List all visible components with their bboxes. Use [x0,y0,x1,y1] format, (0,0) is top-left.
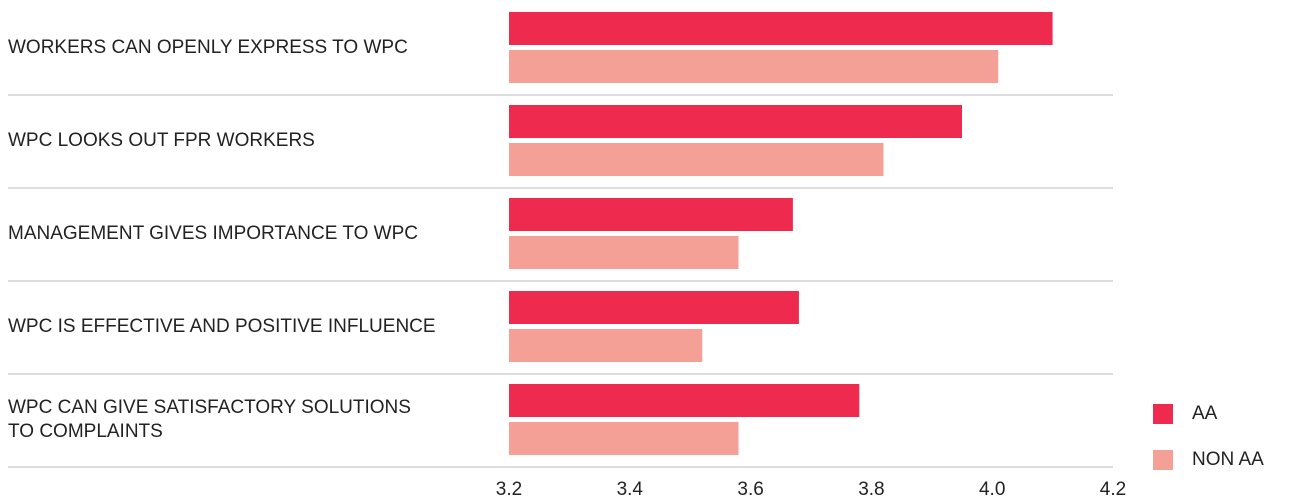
legend-swatch [1153,404,1173,424]
x-tick-label: 4.2 [1100,479,1126,500]
x-tick-label: 4.0 [979,479,1005,500]
bar [509,50,999,83]
bar [509,329,703,362]
legend-label: NON AA [1192,449,1264,470]
category-label: WPC LOOKS OUT FPR WORKERS [8,130,315,151]
legend-swatch [1153,450,1173,470]
bar [509,384,860,417]
x-tick-label: 3.8 [858,479,884,500]
bar [509,291,799,324]
x-tick-label: 3.4 [617,479,644,500]
category-label: WORKERS CAN OPENLY EXPRESS TO WPC [8,37,408,58]
bar [509,198,793,231]
bar [509,422,739,455]
category-label: MANAGEMENT GIVES IMPORTANCE TO WPC [8,223,418,244]
legend-label: AA [1192,403,1218,424]
category-label: WPC CAN GIVE SATISFACTORY SOLUTIONS TO C… [8,397,411,442]
bar [509,105,962,138]
x-tick-label: 3.2 [496,479,522,500]
bar [509,12,1053,45]
bar [509,143,884,176]
bar [509,236,739,269]
category-label: WPC IS EFFECTIVE AND POSITIVE INFLUENCE [8,316,436,337]
x-tick-label: 3.6 [737,479,763,500]
